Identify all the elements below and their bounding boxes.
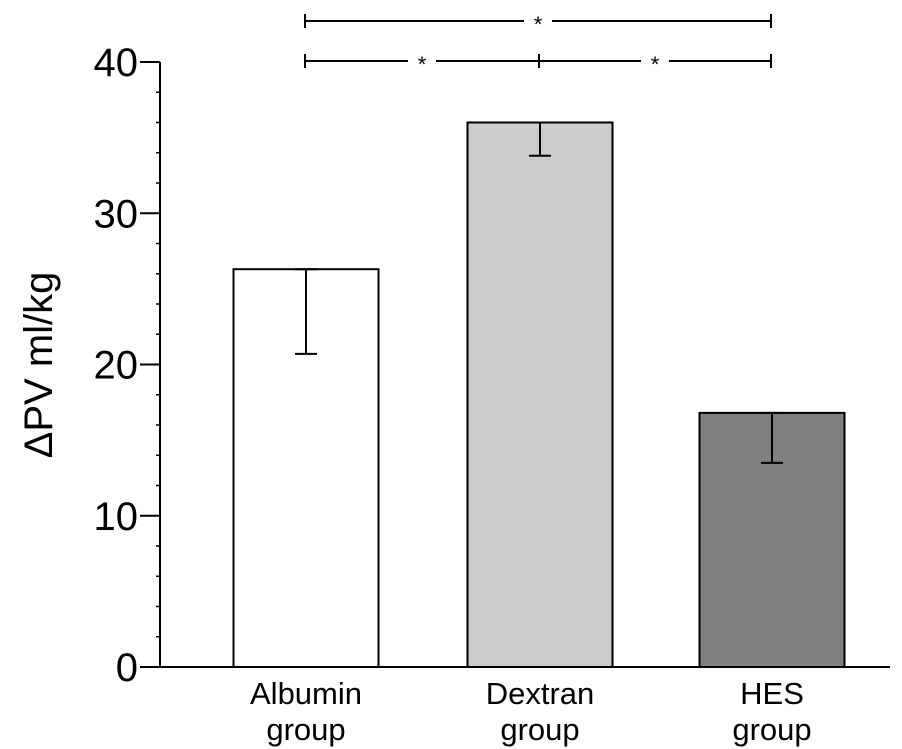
y-tick-label: 20 <box>94 344 139 388</box>
x-category-label: Albumin <box>250 676 362 711</box>
y-tick-label: 0 <box>116 646 138 690</box>
error-bars <box>295 121 783 464</box>
y-tick-label: 40 <box>94 41 139 85</box>
significance-star: * <box>651 52 660 77</box>
x-category-label: HES <box>740 676 804 711</box>
significance-star: * <box>418 52 427 77</box>
y-axis-label: ΔPV ml/kg <box>17 272 61 459</box>
significance-brackets: * * * <box>304 12 772 77</box>
y-tick-label: 30 <box>94 192 139 236</box>
bars <box>232 121 846 668</box>
x-category-label: Dextran <box>486 676 595 711</box>
x-category-label: group <box>266 712 345 747</box>
x-category-label: group <box>732 712 811 747</box>
x-category-label: group <box>500 712 579 747</box>
y-tick-label: 10 <box>94 495 139 539</box>
significance-star: * <box>534 12 543 37</box>
bar <box>466 121 614 668</box>
